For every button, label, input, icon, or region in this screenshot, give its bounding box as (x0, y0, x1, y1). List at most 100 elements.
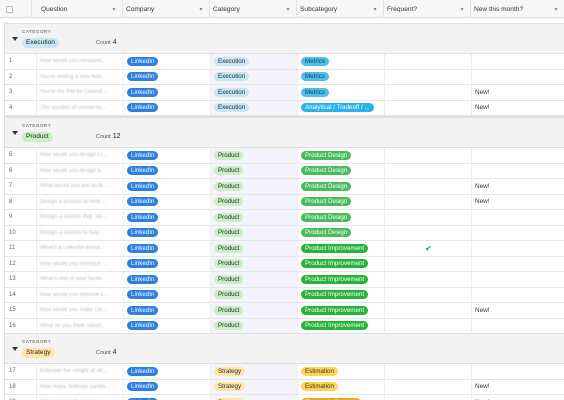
question-cell[interactable]: You're testing a new feat... (37, 69, 124, 84)
table-row[interactable]: 18 How many Subway sandw... LinkedIn Str… (5, 379, 564, 395)
table-row[interactable]: 12 How would you increase ... LinkedIn P… (5, 256, 564, 272)
company-cell[interactable]: LinkedIn (124, 194, 211, 209)
category-cell[interactable]: Product (211, 163, 298, 178)
subcategory-cell[interactable]: Metrics (298, 69, 385, 84)
category-cell[interactable]: Product (211, 287, 298, 302)
question-cell[interactable]: How would you design a... (37, 163, 124, 178)
company-cell[interactable]: LinkedIn (124, 163, 211, 178)
frequent-cell[interactable] (385, 318, 472, 333)
subcategory-cell[interactable]: Product Design (298, 225, 385, 240)
company-cell[interactable]: LinkedIn (124, 241, 211, 256)
question-cell[interactable]: You're the PM for LinkedI... (37, 85, 124, 100)
new-this-month-cell[interactable]: New! (472, 380, 564, 395)
category-cell[interactable]: Execution (211, 85, 298, 100)
frequent-cell[interactable] (385, 54, 472, 69)
subcategory-cell[interactable]: Product Improvement (298, 241, 385, 256)
company-cell[interactable]: LinkedIn (124, 85, 211, 100)
subcategory-cell[interactable]: Product Improvement (298, 272, 385, 287)
frequent-cell[interactable] (385, 148, 472, 163)
company-cell[interactable]: LinkedIn (124, 303, 211, 318)
table-row[interactable]: 19 What should Google do w... LinkedIn S… (5, 395, 564, 400)
subcategory-cell[interactable]: Product Design (298, 163, 385, 178)
table-row[interactable]: 5 How would you design Li... LinkedIn Pr… (5, 148, 564, 164)
new-this-month-cell[interactable] (472, 288, 564, 303)
table-row[interactable]: 16 What do you think cause... LinkedIn P… (5, 318, 564, 334)
subcategory-cell[interactable]: Product Improvement (298, 318, 385, 333)
question-cell[interactable]: What should Google do w... (37, 395, 124, 400)
new-this-month-cell[interactable] (472, 210, 564, 225)
question-cell[interactable]: What's one of your favori... (37, 272, 124, 287)
new-this-month-cell[interactable] (472, 148, 564, 163)
company-cell[interactable]: LinkedIn (124, 256, 211, 271)
category-cell[interactable]: Strategy (211, 379, 298, 394)
subcategory-cell[interactable]: Estimation (298, 364, 385, 379)
subcategory-cell[interactable]: Metrics (298, 85, 385, 100)
frequent-cell[interactable] (385, 364, 472, 379)
column-header-frequent[interactable]: Frequent? ▾ (384, 0, 471, 18)
question-cell[interactable]: Design a system to help ... (37, 225, 124, 240)
question-cell[interactable]: How would you measure... (37, 54, 124, 69)
column-header-subcategory[interactable]: Subcategory ▾ (297, 0, 384, 18)
new-this-month-cell[interactable] (472, 364, 564, 379)
category-cell[interactable]: Product (211, 194, 298, 209)
company-cell[interactable]: LinkedIn (124, 54, 211, 69)
frequent-cell[interactable] (385, 395, 472, 400)
category-cell[interactable]: Product (211, 256, 298, 271)
subcategory-cell[interactable]: Corporate Strategy (298, 395, 385, 400)
question-cell[interactable]: Estimate the weight of all... (37, 364, 124, 379)
subcategory-cell[interactable]: Product Improvement (298, 287, 385, 302)
company-cell[interactable]: LinkedIn (124, 148, 211, 163)
question-cell[interactable]: How would you design Li... (37, 148, 124, 163)
table-row[interactable]: 13 What's one of your favori... LinkedIn… (5, 272, 564, 288)
company-cell[interactable]: LinkedIn (124, 379, 211, 394)
new-this-month-cell[interactable] (472, 226, 564, 241)
question-cell[interactable]: What would you put on th... (37, 179, 124, 194)
company-cell[interactable]: LinkedIn (124, 287, 211, 302)
column-header-company[interactable]: Company ▾ (123, 0, 210, 18)
frequent-cell[interactable] (385, 163, 472, 178)
company-cell[interactable]: LinkedIn (124, 318, 211, 333)
chevron-down-icon[interactable]: ▾ (554, 6, 558, 13)
subcategory-cell[interactable]: Product Design (298, 210, 385, 225)
table-row[interactable]: 3 You're the PM for LinkedI... LinkedIn … (5, 85, 564, 101)
table-row[interactable]: 4 The number of connectio... LinkedIn Ex… (5, 100, 564, 116)
question-cell[interactable]: How would you make Lin... (37, 303, 124, 318)
new-this-month-cell[interactable]: New! (472, 179, 564, 194)
category-cell[interactable]: Product (211, 272, 298, 287)
company-cell[interactable]: LinkedIn (124, 364, 211, 379)
question-cell[interactable]: Design a system that, wo... (37, 210, 124, 225)
collapse-triangle-icon[interactable] (12, 131, 18, 135)
category-cell[interactable]: Product (211, 225, 298, 240)
company-cell[interactable]: LinkedIn (124, 100, 211, 115)
question-cell[interactable]: How would you improve L... (37, 287, 124, 302)
subcategory-cell[interactable]: Estimation (298, 379, 385, 394)
new-this-month-cell[interactable] (472, 241, 564, 256)
company-cell[interactable]: LinkedIn (124, 69, 211, 84)
company-cell[interactable]: LinkedIn (124, 179, 211, 194)
category-cell[interactable]: Product (211, 241, 298, 256)
company-cell[interactable]: LinkedIn (124, 225, 211, 240)
category-cell[interactable]: Product (211, 179, 298, 194)
new-this-month-cell[interactable] (472, 54, 564, 69)
subcategory-cell[interactable]: Product Design (298, 179, 385, 194)
table-row[interactable]: 9 Design a system that, wo... LinkedIn P… (5, 210, 564, 226)
frequent-cell[interactable] (385, 303, 472, 318)
chevron-down-icon[interactable]: ▾ (286, 6, 290, 13)
company-cell[interactable]: LinkedIn (124, 395, 211, 400)
table-row[interactable]: 15 How would you make Lin... LinkedIn Pr… (5, 303, 564, 319)
category-cell[interactable]: Execution (211, 69, 298, 84)
table-row[interactable]: 8 Design a product to help ... LinkedIn … (5, 194, 564, 210)
chevron-down-icon[interactable]: ▾ (199, 6, 203, 13)
chevron-down-icon[interactable]: ▾ (373, 6, 377, 13)
question-cell[interactable]: How many Subway sandw... (37, 379, 124, 394)
collapse-triangle-icon[interactable] (12, 347, 18, 351)
table-row[interactable]: 14 How would you improve L... LinkedIn P… (5, 287, 564, 303)
table-row[interactable]: 17 Estimate the weight of all... LinkedI… (5, 364, 564, 380)
subcategory-cell[interactable]: Product Design (298, 148, 385, 163)
new-this-month-cell[interactable]: New! (472, 195, 564, 210)
company-cell[interactable]: LinkedIn (124, 210, 211, 225)
frequent-cell[interactable] (385, 379, 472, 394)
category-cell[interactable]: Product (211, 148, 298, 163)
frequent-cell[interactable] (385, 256, 472, 271)
new-this-month-cell[interactable] (472, 319, 564, 334)
